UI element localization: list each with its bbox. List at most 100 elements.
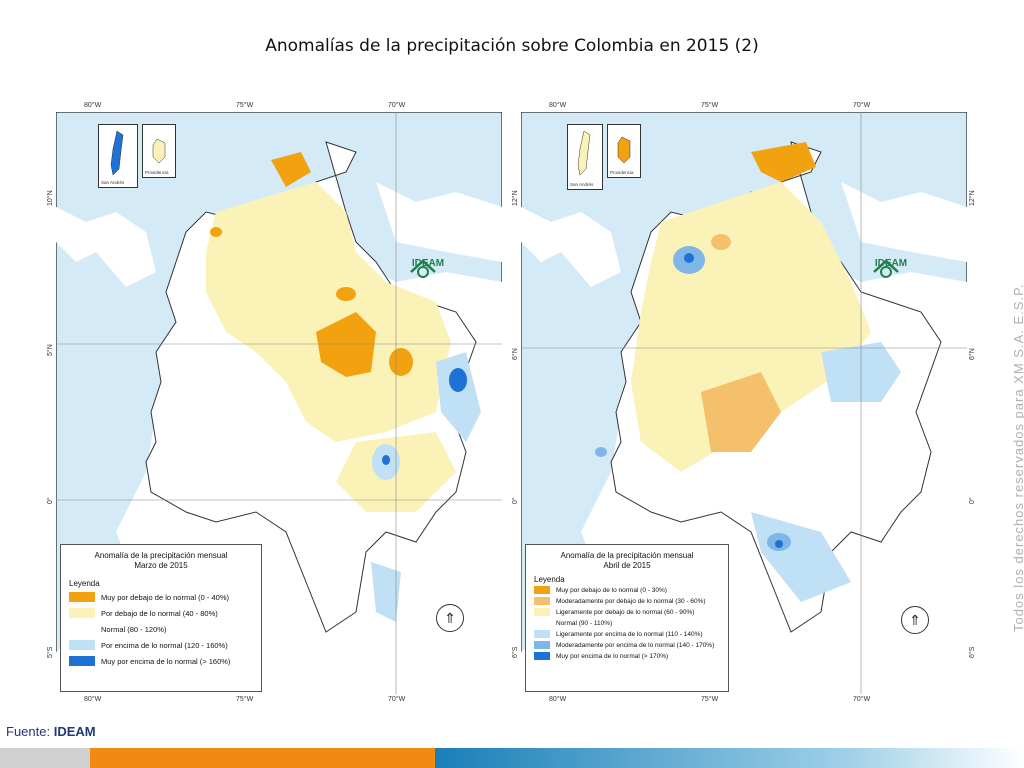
lat-tick: 6°S xyxy=(512,646,519,658)
inset-label: Providencia xyxy=(145,170,169,175)
legend-label: Por encima de lo normal (120 - 160%) xyxy=(101,640,228,650)
lon-tick: 80°W xyxy=(84,696,102,703)
legend-label: Ligeramente por encima de lo normal (110… xyxy=(556,630,703,638)
legend-heading: Leyenda xyxy=(534,575,565,584)
anomaly-very-above-spot xyxy=(684,253,694,263)
anomaly-very-below-north xyxy=(271,152,311,187)
anomaly-very-above-spot-2 xyxy=(775,540,783,548)
anomaly-above-east xyxy=(436,352,481,442)
legend-item: Por encima de lo normal (120 - 160%) xyxy=(69,640,261,650)
lat-tick: 0° xyxy=(512,497,519,504)
inset-providencia: Providencia xyxy=(142,124,176,178)
inset-label: San Andrés xyxy=(570,182,594,187)
venezuela-north-land xyxy=(841,182,967,262)
legend-label: Muy por encima de lo normal (> 170%) xyxy=(556,652,669,660)
legend-swatch xyxy=(534,608,550,616)
lat-tick: 12°N xyxy=(969,190,976,206)
anomaly-moderately-above-coast xyxy=(595,447,607,457)
lon-tick: 80°W xyxy=(549,102,567,109)
lon-tick: 70°W xyxy=(388,696,406,703)
slide-title: Anomalías de la precipitación sobre Colo… xyxy=(265,36,759,56)
anomaly-very-below-spot-3 xyxy=(210,227,222,237)
legend-label: Muy por debajo de lo normal (0 - 30%) xyxy=(556,586,667,594)
inset-san-andres: San Andrés xyxy=(98,124,138,188)
lon-tick: 75°W xyxy=(701,696,719,703)
legend-label: Normal (90 - 110%) xyxy=(556,619,613,627)
source-value: IDEAM xyxy=(53,724,96,739)
source-label: Fuente: xyxy=(6,724,51,739)
legend-item: Moderadamente por encima de lo normal (1… xyxy=(534,641,728,649)
legend-label: Ligeramente por debajo de lo normal (60 … xyxy=(556,608,695,616)
lon-tick: 75°W xyxy=(236,696,254,703)
legend-swatch xyxy=(534,586,550,594)
lon-tick: 80°W xyxy=(549,696,567,703)
central-america-land xyxy=(521,207,621,287)
lat-tick: 12°N xyxy=(512,190,519,206)
central-america-land xyxy=(56,207,156,287)
legend-item: Normal (90 - 110%) xyxy=(534,619,728,627)
lat-tick: 5°N xyxy=(47,344,54,356)
legend-label: Muy por encima de lo normal (> 160%) xyxy=(101,656,231,666)
lon-tick: 70°W xyxy=(388,102,406,109)
legend-item: Moderadamente por debajo de lo normal (3… xyxy=(534,597,728,605)
legend-item: Ligeramente por encima de lo normal (110… xyxy=(534,630,728,638)
footer-bar-orange xyxy=(90,748,435,768)
legend-swatch xyxy=(534,641,550,649)
legend-item: Muy por debajo de lo normal (0 - 40%) xyxy=(69,592,261,602)
anomaly-very-above-spot xyxy=(382,455,390,465)
legend-swatch xyxy=(69,624,95,634)
legend-swatch xyxy=(534,597,550,605)
legend-item: Ligeramente por debajo de lo normal (60 … xyxy=(534,608,728,616)
lon-tick: 70°W xyxy=(853,102,871,109)
map-april-2015: San Andrés Providencia IDEAM ⇑ Anomalía … xyxy=(512,102,976,703)
legend-title: Anomalía de la precipitación mensual xyxy=(560,551,694,560)
legend-label: Por debajo de lo normal (40 - 80%) xyxy=(101,608,218,618)
north-arrow-icon: ⇑ xyxy=(436,604,464,632)
lat-tick: 0° xyxy=(47,497,54,504)
ideam-logo-icon xyxy=(873,259,899,278)
anomaly-below-zone xyxy=(206,182,451,442)
inset-label: San Andrés xyxy=(101,180,125,185)
anomaly-very-below-spot xyxy=(389,348,413,376)
legend-item: Normal (80 - 120%) xyxy=(69,624,261,634)
lat-tick: 5°S xyxy=(47,646,54,658)
legend-swatch xyxy=(534,630,550,638)
legend-item: Muy por encima de lo normal (> 170%) xyxy=(534,652,728,660)
lat-tick: 10°N xyxy=(47,190,54,206)
legend-swatch xyxy=(534,652,550,660)
lon-tick: 80°W xyxy=(84,102,102,109)
anomaly-above-amazon xyxy=(371,562,401,622)
legend-april: Anomalía de la precipitación mensual Abr… xyxy=(525,544,729,692)
map-march-2015: San Andrés Providencia IDEAM ⇑ Anomalía … xyxy=(47,102,502,703)
legend-label: Moderadamente por debajo de lo normal (3… xyxy=(556,597,706,605)
ideam-logo: IDEAM xyxy=(871,258,911,278)
anomaly-very-above-east xyxy=(449,368,467,392)
ideam-logo-text: IDEAM xyxy=(411,258,445,269)
legend-swatch xyxy=(69,592,95,602)
legend-item: Muy por debajo de lo normal (0 - 30%) xyxy=(534,586,728,594)
source-note: Fuente: IDEAM xyxy=(6,724,96,739)
anomaly-very-below-north xyxy=(751,142,816,182)
legend-label: Moderadamente por encima de lo normal (1… xyxy=(556,641,715,649)
legend-march: Anomalía de la precipitación mensual Mar… xyxy=(60,544,262,692)
footer-bar-blue xyxy=(435,748,1024,768)
venezuela-north-land xyxy=(376,182,502,262)
anomaly-moderately-below-spot xyxy=(711,234,731,250)
legend-heading: Leyenda xyxy=(69,579,100,588)
legend-swatch xyxy=(69,608,95,618)
lat-tick: 6°N xyxy=(512,348,519,360)
legend-subtitle: Abril de 2015 xyxy=(603,561,651,570)
inset-label: Providencia xyxy=(610,170,634,175)
legend-label: Muy por debajo de lo normal (0 - 40%) xyxy=(101,592,229,602)
anomaly-moderately-below-zone xyxy=(701,372,781,452)
legend-swatch xyxy=(534,619,550,627)
anomaly-very-below-zone xyxy=(316,312,376,377)
lon-tick: 75°W xyxy=(701,102,719,109)
legend-swatch xyxy=(69,640,95,650)
north-arrow-icon: ⇑ xyxy=(901,606,929,634)
footer-bar-grey xyxy=(0,748,90,768)
lat-tick: 6°S xyxy=(969,646,976,658)
legend-subtitle: Marzo de 2015 xyxy=(134,561,188,570)
lat-tick: 6°N xyxy=(969,348,976,360)
legend-label: Normal (80 - 120%) xyxy=(101,624,167,634)
